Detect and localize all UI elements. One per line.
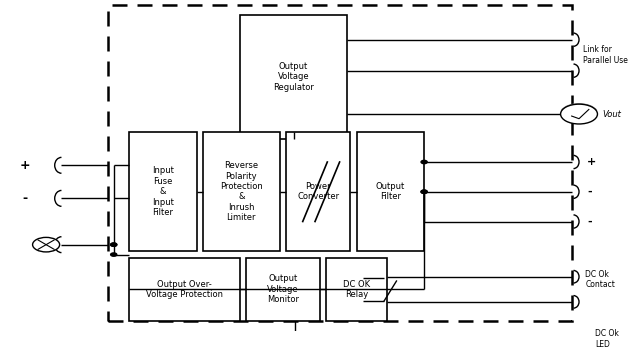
Text: Vout: Vout [602,110,621,119]
Text: Reverse
Polarity
Protection
&
Inrush
Limiter: Reverse Polarity Protection & Inrush Lim… [220,161,262,222]
Text: DC Ok
LED: DC Ok LED [595,329,619,347]
Circle shape [421,190,427,193]
Text: Output
Filter: Output Filter [376,182,405,202]
Text: Link for
Parallel Use: Link for Parallel Use [583,45,628,65]
Circle shape [32,237,60,252]
Text: DC OK
Relay: DC OK Relay [343,280,370,299]
Bar [129,258,240,321]
Text: Power
Converter: Power Converter [297,182,339,202]
Bar [246,258,320,321]
Circle shape [567,332,592,346]
Circle shape [421,190,427,193]
Text: Input
Fuse
&
Input
Filter: Input Fuse & Input Filter [152,167,174,217]
Circle shape [111,243,117,246]
Text: -: - [22,192,27,205]
Bar [356,132,424,251]
Text: +: + [19,159,30,172]
Text: Output
Voltage
Regulator: Output Voltage Regulator [273,62,314,92]
Circle shape [421,160,427,164]
Bar [203,132,280,251]
Text: -: - [587,187,592,197]
Bar [108,5,572,321]
Text: +: + [587,157,596,167]
Bar [240,15,347,139]
Bar [326,258,387,321]
Circle shape [111,253,117,256]
Text: DC Ok
Contact: DC Ok Contact [585,270,615,289]
Text: Output Over-
Voltage Protection: Output Over- Voltage Protection [146,280,223,299]
Bar [129,132,197,251]
Text: Output
Voltage
Monitor: Output Voltage Monitor [267,274,299,304]
Circle shape [560,104,597,124]
Circle shape [111,243,117,246]
Text: -: - [587,217,592,227]
Bar [286,132,351,251]
